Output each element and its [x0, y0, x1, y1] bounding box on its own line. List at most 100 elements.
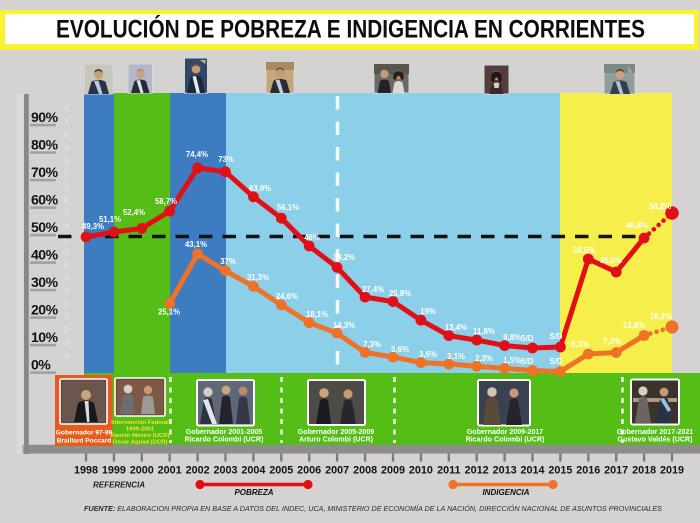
svg-text:80%: 80%: [31, 137, 59, 153]
svg-text:36,6%: 36,6%: [600, 256, 622, 265]
svg-text:Gobernador 2001-2005: Gobernador 2001-2005: [186, 428, 263, 436]
svg-text:1998: 1998: [74, 465, 98, 477]
svg-text:2011: 2011: [437, 465, 460, 477]
svg-text:8,3%: 8,3%: [571, 340, 589, 349]
svg-text:40%: 40%: [31, 247, 59, 263]
svg-text:70%: 70%: [31, 164, 59, 180]
svg-text:2002: 2002: [186, 465, 210, 477]
svg-text:FUENTE: ELABORACION PROPIA EN: FUENTE: ELABORACION PROPIA EN BASE A DAT…: [84, 504, 662, 513]
svg-text:3,6%: 3,6%: [419, 350, 437, 359]
svg-text:0%: 0%: [31, 357, 51, 373]
svg-text:Ricardo Colombi (UCR): Ricardo Colombi (UCR): [466, 436, 545, 444]
svg-text:2008: 2008: [353, 465, 377, 477]
svg-text:50%: 50%: [31, 219, 59, 235]
svg-text:Ramón Mestre (UCR): Ramón Mestre (UCR): [111, 433, 170, 439]
svg-text:14,3%: 14,3%: [333, 321, 355, 330]
svg-text:E: E: [64, 195, 70, 205]
svg-text:2014: 2014: [520, 465, 544, 477]
svg-text:25,8%: 25,8%: [389, 289, 411, 298]
svg-text:2019: 2019: [660, 465, 684, 477]
svg-text:51,1%: 51,1%: [99, 215, 121, 224]
svg-text:3,1%: 3,1%: [447, 352, 465, 361]
svg-text:46,8%: 46,8%: [626, 221, 648, 230]
svg-text:E: E: [64, 260, 70, 270]
svg-text:49,3%: 49,3%: [82, 222, 104, 231]
svg-text:Gobernador 97-99: Gobernador 97-99: [56, 430, 113, 437]
svg-text:46%: 46%: [304, 233, 320, 242]
svg-text:9,8%: 9,8%: [503, 333, 521, 342]
svg-text:2016: 2016: [576, 465, 600, 477]
svg-text:S/D: S/D: [521, 357, 534, 366]
svg-text:E: E: [64, 130, 70, 140]
svg-text:▼: ▼: [63, 156, 72, 166]
svg-text:2017: 2017: [604, 465, 628, 477]
svg-text:Intervención Federal: Intervención Federal: [111, 420, 169, 426]
svg-text:T: T: [64, 247, 70, 257]
svg-text:7,3%: 7,3%: [363, 340, 381, 349]
svg-text:S/D: S/D: [521, 334, 534, 343]
svg-text:T: T: [64, 117, 70, 127]
svg-text:2010: 2010: [409, 465, 433, 477]
svg-text:C: C: [64, 104, 71, 114]
svg-text:27,4%: 27,4%: [362, 285, 384, 294]
svg-text:2015: 2015: [548, 465, 572, 477]
svg-text:S: S: [64, 208, 70, 218]
svg-text:REFERENCIA: REFERENCIA: [93, 481, 145, 490]
svg-text:7,3%: 7,3%: [603, 337, 621, 346]
svg-text:1,5%: 1,5%: [503, 356, 521, 365]
svg-text:S/D: S/D: [550, 357, 563, 366]
svg-text:2,3%: 2,3%: [475, 354, 493, 363]
svg-text:16,2%: 16,2%: [650, 312, 672, 321]
svg-text:2001: 2001: [158, 465, 182, 477]
svg-text:19%: 19%: [420, 307, 436, 316]
svg-text:38,5%: 38,5%: [573, 246, 595, 255]
svg-text:T: T: [64, 312, 70, 322]
svg-text:74,4%: 74,4%: [186, 150, 208, 159]
svg-text:2009: 2009: [381, 465, 405, 477]
svg-text:▼: ▼: [63, 286, 72, 296]
svg-text:Gobernador 2017-2021: Gobernador 2017-2021: [617, 428, 694, 436]
svg-text:20%: 20%: [31, 302, 59, 318]
svg-text:C: C: [64, 299, 71, 309]
svg-text:2000: 2000: [130, 465, 154, 477]
svg-text:T: T: [64, 182, 70, 192]
svg-text:2013: 2013: [493, 465, 517, 477]
svg-text:2006: 2006: [297, 465, 321, 477]
svg-text:31,3%: 31,3%: [247, 273, 269, 282]
svg-text:18,1%: 18,1%: [306, 310, 328, 319]
svg-text:5,6%: 5,6%: [391, 345, 409, 354]
svg-text:Ricardo Colombi (UCR): Ricardo Colombi (UCR): [185, 436, 264, 444]
svg-text:60%: 60%: [31, 192, 59, 208]
svg-text:Gobernador 2009-2017: Gobernador 2009-2017: [467, 428, 544, 436]
svg-text:37%: 37%: [220, 257, 236, 266]
svg-text:38,2%: 38,2%: [333, 253, 355, 262]
svg-text:24,6%: 24,6%: [276, 292, 298, 301]
svg-text:C: C: [64, 169, 71, 179]
svg-text:S: S: [64, 273, 70, 283]
svg-text:1999-2001: 1999-2001: [126, 427, 155, 433]
svg-text:Arturo Colombi (UCR): Arturo Colombi (UCR): [299, 436, 374, 444]
svg-text:POBREZA: POBREZA: [234, 488, 273, 497]
svg-text:58,7%: 58,7%: [155, 197, 177, 206]
svg-text:11,8%: 11,8%: [473, 327, 495, 336]
svg-text:13,8%: 13,8%: [623, 321, 645, 330]
svg-text:25,1%: 25,1%: [158, 308, 180, 317]
svg-text:56,1%: 56,1%: [277, 203, 299, 212]
svg-text:Gobernador 2005-2009: Gobernador 2005-2009: [298, 428, 375, 436]
svg-text:2018: 2018: [632, 465, 656, 477]
svg-text:30%: 30%: [31, 274, 59, 290]
svg-text:INDIGENCIA: INDIGENCIA: [482, 488, 529, 497]
svg-text:58,2%: 58,2%: [649, 202, 671, 211]
svg-text:S: S: [64, 338, 70, 348]
svg-text:Braillard Poccard: Braillard Poccard: [57, 438, 112, 445]
svg-text:63,9%: 63,9%: [249, 184, 271, 193]
svg-text:EVOLUCIÓN DE POBREZA E INDIGEN: EVOLUCIÓN DE POBREZA E INDIGENCIA EN COR…: [56, 14, 645, 44]
svg-text:2007: 2007: [325, 465, 349, 477]
svg-text:S: S: [64, 143, 70, 153]
svg-text:C: C: [64, 234, 71, 244]
svg-text:▼: ▼: [63, 221, 72, 231]
svg-text:43,1%: 43,1%: [185, 240, 207, 249]
svg-text:E: E: [64, 325, 70, 335]
svg-text:10%: 10%: [31, 329, 59, 345]
svg-text:Oscar Aguad (UCR): Oscar Aguad (UCR): [113, 439, 168, 445]
